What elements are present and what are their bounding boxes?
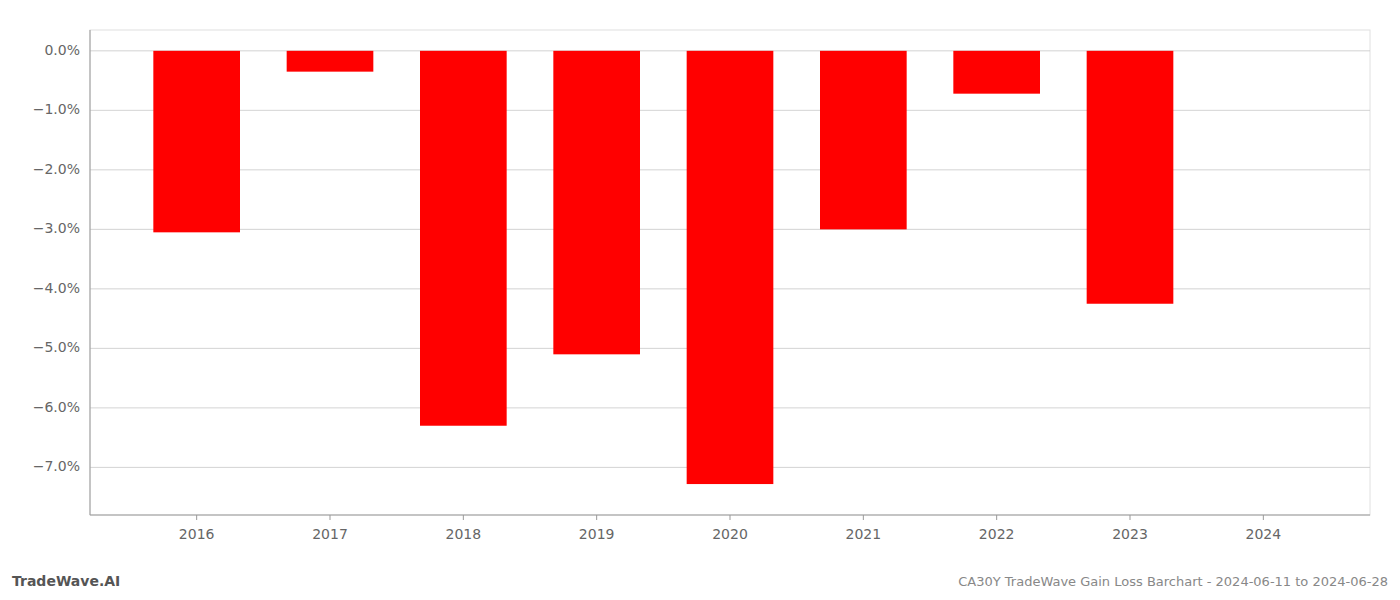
x-tick-label: 2022 [979, 526, 1015, 542]
x-tick [196, 515, 197, 520]
y-tick-label: 0.0% [44, 42, 80, 58]
y-tick-label: −2.0% [33, 161, 80, 177]
y-tick-label: −3.0% [33, 220, 80, 236]
watermark: TradeWave.AI [12, 573, 120, 589]
x-tick-label: 2020 [712, 526, 748, 542]
x-tick-label: 2016 [179, 526, 215, 542]
bar [953, 51, 1040, 94]
bar [287, 51, 374, 72]
bar [153, 51, 240, 233]
x-tick-label: 2024 [1246, 526, 1282, 542]
bars [153, 51, 1173, 484]
plot-frame [90, 30, 1370, 515]
x-tick [863, 515, 864, 520]
x-tick [596, 515, 597, 520]
y-axis-line [90, 30, 91, 515]
title: CA30Y TradeWave Gain Loss Barchart - 202… [958, 574, 1388, 589]
y-tick-labels: 0.0% −1.0% −2.0% −3.0% −4.0% −5.0% −6.0% −7.0% [33, 42, 80, 475]
y-tick-label: −1.0% [33, 101, 80, 117]
y-tick-label: −7.0% [33, 458, 80, 474]
y-tick-label: −6.0% [33, 399, 80, 415]
x-tick [463, 515, 464, 520]
bar [553, 51, 640, 354]
x-tick-label: 2017 [312, 526, 348, 542]
x-tick-label: 2019 [579, 526, 615, 542]
x-tick [1130, 515, 1131, 520]
chart: 0.0% −1.0% −2.0% −3.0% −4.0% −5.0% −6.0% −7.0% 2… [0, 0, 1400, 600]
x-tick-label: 2018 [446, 526, 482, 542]
bar [420, 51, 507, 426]
x-tick [330, 515, 331, 520]
bar [820, 51, 907, 230]
x-tick-label: 2023 [1112, 526, 1148, 542]
bar [1087, 51, 1174, 304]
x-tick [730, 515, 731, 520]
x-tick-label: 2021 [846, 526, 882, 542]
x-tick [1263, 515, 1264, 520]
y-tick-label: −5.0% [33, 339, 80, 355]
bar [687, 51, 774, 484]
y-tick-label: −4.0% [33, 280, 80, 296]
x-ticks: 2016 2017 2018 2019 2020 2021 2022 2023 2024 [179, 515, 1281, 542]
x-tick [996, 515, 997, 520]
